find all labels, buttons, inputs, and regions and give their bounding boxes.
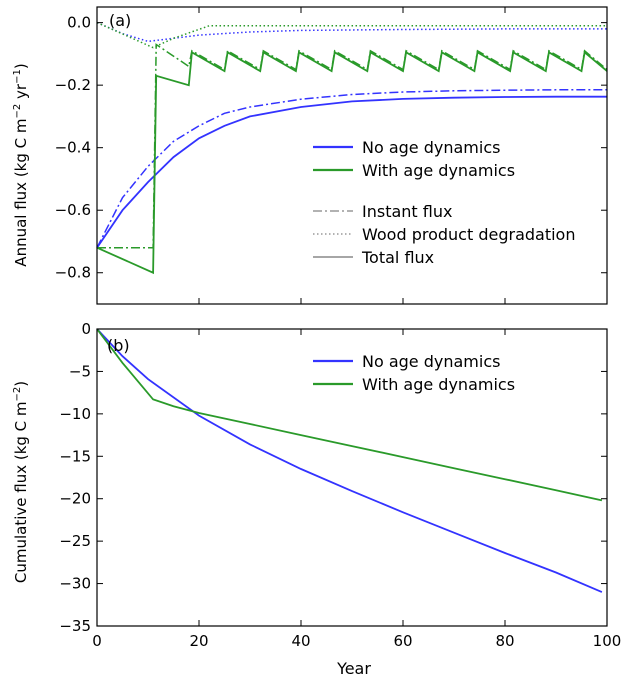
y-tick-label: −15 <box>59 447 91 465</box>
legend-label-with-age: With age dynamics <box>362 161 515 180</box>
legend-label-with-age: With age dynamics <box>362 375 515 394</box>
y-tick-label: −25 <box>59 532 91 550</box>
legend-label-total-flux: Total flux <box>361 248 434 267</box>
y-tick-label: −35 <box>59 617 91 635</box>
series-line-with-age-dynamics <box>96 328 603 502</box>
y-tick-label: −0.8 <box>55 264 91 282</box>
series-line-no-age-dynamics <box>96 328 603 593</box>
x-tick-label: 40 <box>291 632 310 650</box>
panel-a-y-axis-label: Annual flux (kg C m−2 yr−1) <box>12 63 30 266</box>
y-tick-label: −0.2 <box>55 76 91 94</box>
y-tick-label: 0.0 <box>67 14 91 32</box>
panel-b-axes-frame <box>96 328 608 627</box>
panel-b-series <box>96 328 603 593</box>
panel-b-y-axis-label: Cumulative flux (kg C m−2) <box>12 381 30 583</box>
x-tick-label: 100 <box>593 632 622 650</box>
panel-a-series <box>96 21 608 275</box>
y-tick-label: −10 <box>59 405 91 423</box>
panel-b-legend: No age dynamics With age dynamics <box>313 352 515 394</box>
y-tick-label: 0 <box>81 320 91 338</box>
series-line-no-age-dynamics-wood-product-degradation <box>96 21 607 43</box>
x-tick-label: 60 <box>393 632 412 650</box>
x-tick-label: 80 <box>495 632 514 650</box>
y-tick-label: −20 <box>59 490 91 508</box>
panel-a-label: (a) <box>109 11 131 30</box>
panel-a-legend: No age dynamics With age dynamics Instan… <box>313 138 575 267</box>
x-tick-label: 0 <box>92 632 102 650</box>
legend-label-instant-flux: Instant flux <box>362 202 452 221</box>
series-line-with-age-dynamics-wood-product-degradation <box>96 21 607 49</box>
y-tick-label: −5 <box>69 362 91 380</box>
series-line-no-age-dynamics-total-flux <box>96 95 607 249</box>
panel-b-ticks: 0−5−10−15−20−25−30−350 20 40 60 80 100 <box>59 320 621 650</box>
panel-b-cumulative-flux: 0−5−10−15−20−25−30−350 20 40 60 80 100 (b) Cu… <box>12 320 621 678</box>
panel-b-label: (b) <box>107 336 130 355</box>
legend-label-no-age: No age dynamics <box>362 352 500 371</box>
panel-a-ticks: 0.0 −0.2 −0.4 −0.6 −0.8 <box>55 7 608 304</box>
panel-a-annual-flux: 0.0 −0.2 −0.4 −0.6 −0.8 (a) Annual flux (kg … <box>12 6 608 305</box>
x-tick-label: 20 <box>189 632 208 650</box>
legend-label-wood-product: Wood product degradation <box>362 225 575 244</box>
panel-a-axes-frame <box>96 6 608 305</box>
y-tick-label: −30 <box>59 575 91 593</box>
series-line-no-age-dynamics-instant-flux <box>96 89 607 249</box>
x-axis-label: Year <box>336 659 371 678</box>
y-tick-label: −0.6 <box>55 201 91 219</box>
legend-label-no-age: No age dynamics <box>362 138 500 157</box>
y-tick-label: −0.4 <box>55 139 91 157</box>
